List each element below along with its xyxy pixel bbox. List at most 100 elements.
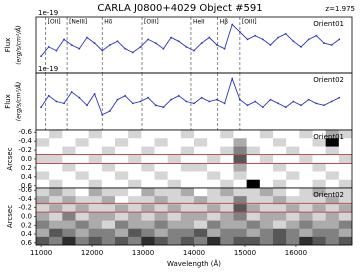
pixel xyxy=(154,188,168,197)
pixel xyxy=(180,228,195,238)
pixel xyxy=(299,188,313,197)
pixel xyxy=(286,171,300,181)
pixel xyxy=(141,188,155,197)
emission-line-label: [OII] xyxy=(48,19,61,26)
pixel xyxy=(88,236,103,246)
pixel xyxy=(36,188,50,197)
pixel xyxy=(325,171,340,181)
offset-label: 1e-19 xyxy=(38,9,58,17)
y-tick-label: -0.6 xyxy=(18,128,32,136)
panel-label: Orient01 xyxy=(313,20,344,28)
pixel xyxy=(36,228,50,238)
spectrum-point xyxy=(124,94,127,97)
pixel xyxy=(286,236,300,246)
pixel xyxy=(75,236,89,246)
pixel xyxy=(115,138,129,147)
pixel xyxy=(36,236,50,246)
pixel xyxy=(246,220,261,230)
x-axis-label: Wavelength (Å) xyxy=(167,259,221,268)
pixel xyxy=(36,154,50,164)
pixel xyxy=(62,212,76,221)
pixel xyxy=(207,204,221,213)
spectrum-point xyxy=(70,44,73,46)
pixel xyxy=(338,204,353,213)
pixel xyxy=(259,130,274,139)
spectrum-point xyxy=(246,104,249,107)
pixel xyxy=(286,220,300,230)
pixel xyxy=(101,146,116,156)
pixel xyxy=(194,204,208,213)
pixel xyxy=(273,171,287,181)
pixel xyxy=(233,154,247,164)
pixel xyxy=(154,163,168,172)
spectrum-point xyxy=(216,44,218,46)
pixel xyxy=(154,179,168,189)
spectrum-point xyxy=(284,106,287,109)
emission-line-label: Hδ xyxy=(104,19,113,26)
pixel xyxy=(312,154,326,164)
pixel xyxy=(75,220,89,230)
pixel xyxy=(233,171,247,181)
pixel xyxy=(246,212,261,221)
pixel xyxy=(128,212,142,221)
pixel xyxy=(88,146,103,156)
pixel xyxy=(101,228,116,238)
spectrum-point xyxy=(170,98,172,101)
spectrum-point xyxy=(307,38,310,41)
x-tick-label: 15000 xyxy=(234,249,256,257)
pixel xyxy=(207,179,221,189)
pixel xyxy=(115,130,129,139)
spectrum-point xyxy=(185,100,188,103)
spectrum-point xyxy=(261,106,264,109)
pixel xyxy=(299,154,313,164)
pixel xyxy=(338,154,353,164)
pixel xyxy=(141,212,155,221)
y-axis-label: Arcsec xyxy=(6,147,14,170)
pixel xyxy=(75,171,89,181)
pixel xyxy=(36,196,50,205)
pixel xyxy=(273,130,287,139)
spectrum-point xyxy=(330,100,333,103)
pixel xyxy=(62,179,76,189)
pixel xyxy=(273,163,287,172)
y-tick-label: 0.0 xyxy=(21,155,32,163)
pixel xyxy=(141,228,155,238)
pixel xyxy=(207,228,221,238)
pixel xyxy=(154,204,168,213)
pixel xyxy=(338,196,353,205)
pixel xyxy=(207,188,221,197)
pixel xyxy=(115,196,129,205)
spectrum-point xyxy=(277,36,279,39)
pixel xyxy=(233,188,247,197)
pixel xyxy=(49,220,63,230)
pixel xyxy=(154,130,168,139)
spectrum-point xyxy=(185,45,188,48)
spectrum-point xyxy=(177,40,180,43)
pixel xyxy=(128,179,142,189)
pixel xyxy=(180,154,195,164)
pixel xyxy=(220,130,234,139)
spectrum-point xyxy=(70,91,73,93)
emission-line-label: [OIII] xyxy=(144,19,159,26)
spectrum-point xyxy=(323,42,325,45)
pixel xyxy=(62,154,76,164)
pixel xyxy=(141,179,155,189)
spectrum-point xyxy=(338,96,341,99)
spectrum-point xyxy=(238,98,241,101)
pixel xyxy=(115,204,129,213)
pixel xyxy=(233,130,247,139)
pixel xyxy=(338,130,353,139)
pixel xyxy=(220,179,234,189)
pixel xyxy=(75,146,89,156)
pixel xyxy=(101,212,116,221)
emission-line-label: Hβ xyxy=(220,19,229,26)
pixel xyxy=(220,228,234,238)
pixel xyxy=(101,163,116,172)
emission-line-label: HeII xyxy=(193,19,205,26)
pixel xyxy=(167,154,182,164)
pixel xyxy=(180,204,195,213)
pixel xyxy=(128,154,142,164)
pixel xyxy=(128,236,142,246)
pixel xyxy=(325,204,340,213)
pixel xyxy=(325,188,340,197)
